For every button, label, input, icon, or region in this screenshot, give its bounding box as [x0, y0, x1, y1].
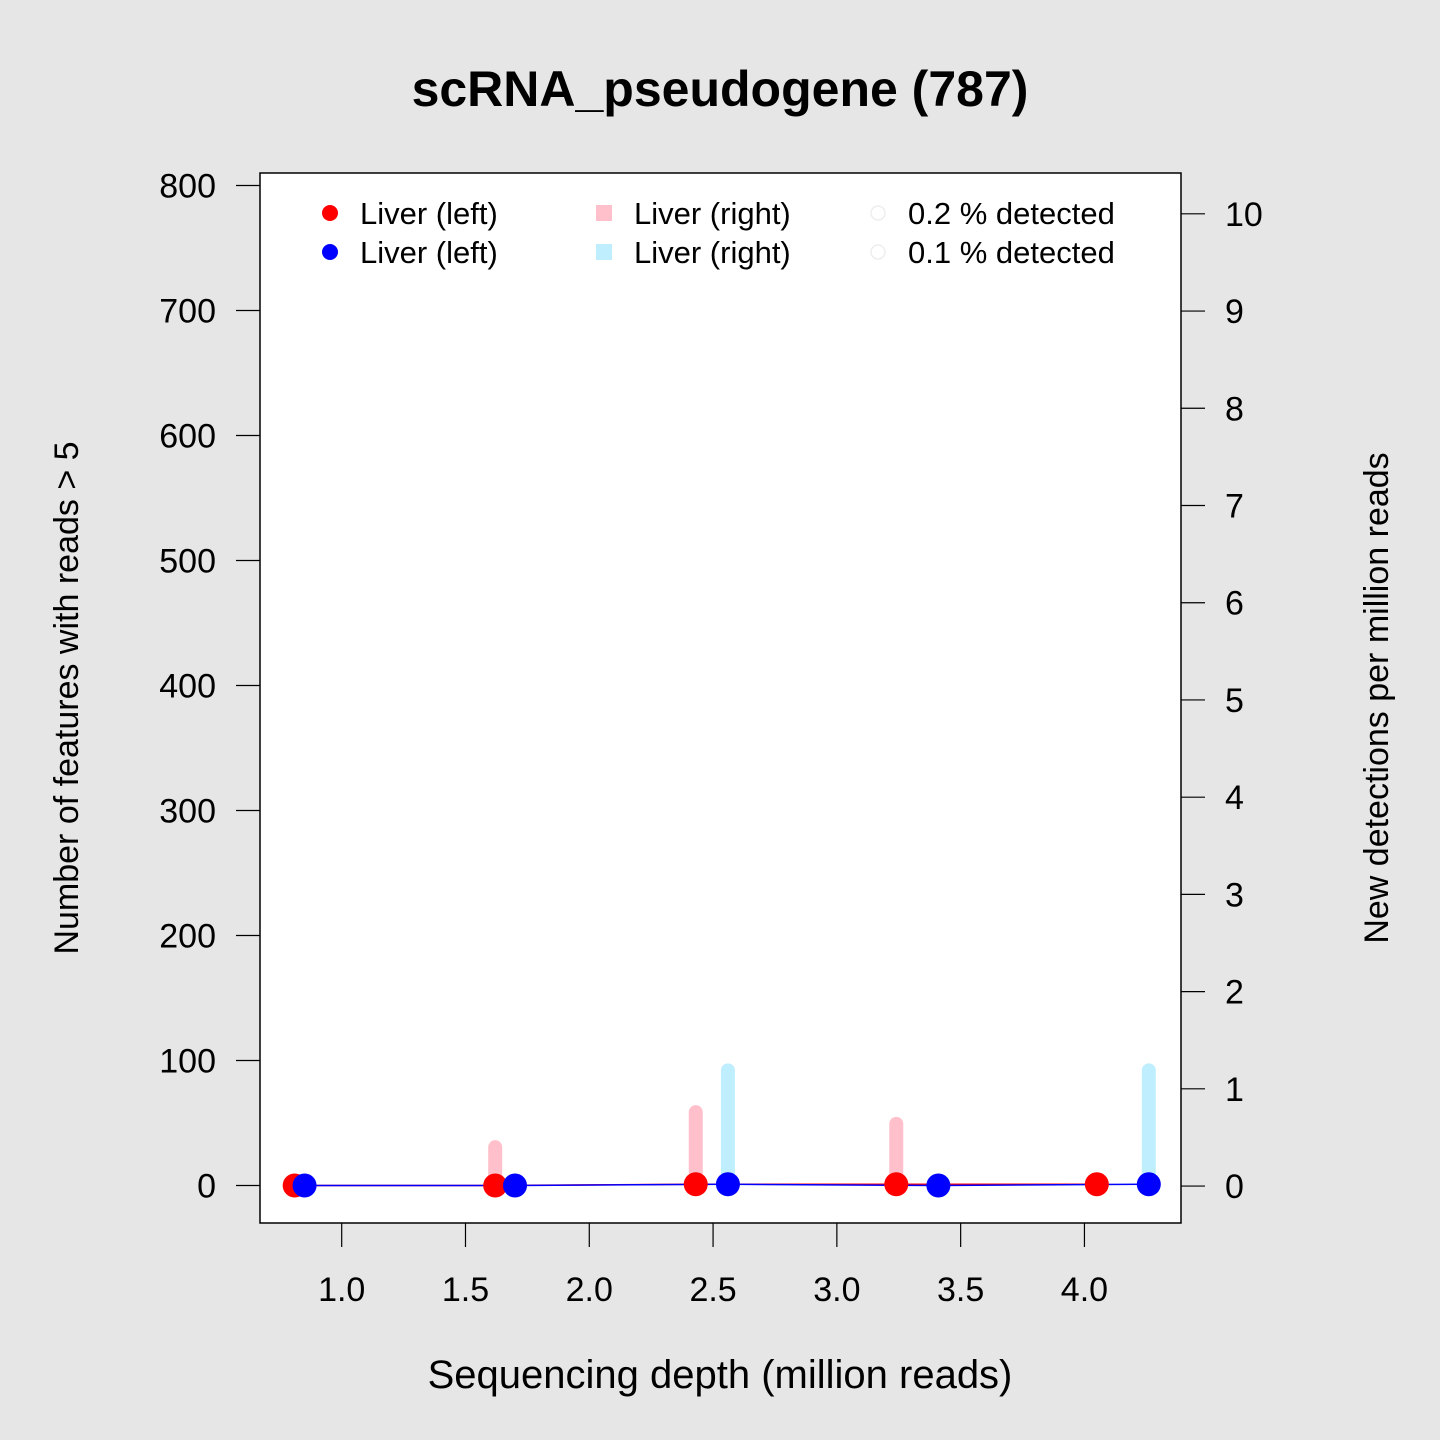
- x-tick-label: 3.5: [937, 1271, 984, 1309]
- x-tick-label: 1.0: [318, 1271, 365, 1309]
- legend-marker: [870, 244, 886, 260]
- legend-label: Liver (left): [360, 235, 498, 270]
- y2-tick-label: 10: [1225, 196, 1263, 234]
- legend-marker: [322, 244, 338, 260]
- legend-label: Liver (left): [360, 196, 498, 231]
- legend-marker: [596, 205, 612, 221]
- y2-tick-label: 1: [1225, 1071, 1244, 1109]
- y2-tick-label: 0: [1225, 1168, 1244, 1206]
- y2-tick-label: 2: [1225, 974, 1244, 1012]
- y-axis-left: 0 100 200 300 400 500 600 700 800: [159, 168, 260, 1206]
- series-points: [282, 1172, 1161, 1198]
- y2-tick-label: 3: [1225, 876, 1244, 914]
- data-point: [483, 1173, 508, 1198]
- y-tick-label: 100: [159, 1043, 216, 1081]
- y-tick-label: 800: [159, 168, 216, 206]
- y2-tick-label: 8: [1225, 390, 1244, 428]
- legend-marker: [870, 205, 886, 221]
- y-tick-label: 500: [159, 543, 216, 581]
- y-tick-label: 300: [159, 793, 216, 831]
- legend: Liver (left) Liver (left) Liver (right) Liv…: [322, 196, 1115, 270]
- y-tick-label: 200: [159, 918, 216, 956]
- y2-tick-label: 7: [1225, 488, 1244, 526]
- data-point: [503, 1173, 528, 1198]
- legend-label: 0.2 % detected: [908, 196, 1115, 231]
- chart-title: scRNA_pseudogene (787): [412, 61, 1029, 117]
- y2-tick-label: 6: [1225, 585, 1244, 623]
- legend-marker: [322, 205, 338, 221]
- y2-axis-label: New detections per million reads: [1358, 452, 1396, 943]
- y-tick-label: 0: [197, 1168, 216, 1206]
- x-axis-label: Sequencing depth (million reads): [428, 1353, 1013, 1397]
- x-tick-label: 2.5: [689, 1271, 736, 1309]
- data-point: [715, 1172, 740, 1197]
- data-point: [292, 1173, 317, 1198]
- data-point: [683, 1172, 708, 1197]
- legend-marker: [596, 244, 612, 260]
- legend-label: Liver (right): [634, 235, 791, 270]
- legend-label: Liver (right): [634, 196, 791, 231]
- plot-area: [259, 172, 1182, 1224]
- y-axis-label: Number of features with reads > 5: [48, 441, 86, 954]
- x-tick-label: 1.5: [442, 1271, 489, 1309]
- y2-tick-label: 9: [1225, 293, 1244, 331]
- y-tick-label: 600: [159, 418, 216, 456]
- y2-tick-label: 5: [1225, 682, 1244, 720]
- y2-tick-label: 4: [1225, 779, 1244, 817]
- y-tick-label: 400: [159, 668, 216, 706]
- y-axis-right: 0 1 2 3 4 5 6 7 8 9 10: [1181, 196, 1263, 1206]
- y-tick-label: 700: [159, 293, 216, 331]
- data-point: [884, 1172, 909, 1197]
- x-axis: 1.0 1.5 2.0 2.5 3.0 3.5 4.0: [318, 1223, 1108, 1309]
- legend-label: 0.1 % detected: [908, 235, 1115, 270]
- data-point: [926, 1173, 951, 1198]
- x-tick-label: 4.0: [1061, 1271, 1108, 1309]
- data-point: [1136, 1172, 1161, 1197]
- x-tick-label: 2.0: [566, 1271, 613, 1309]
- x-tick-label: 3.0: [813, 1271, 860, 1309]
- data-point: [1084, 1172, 1109, 1197]
